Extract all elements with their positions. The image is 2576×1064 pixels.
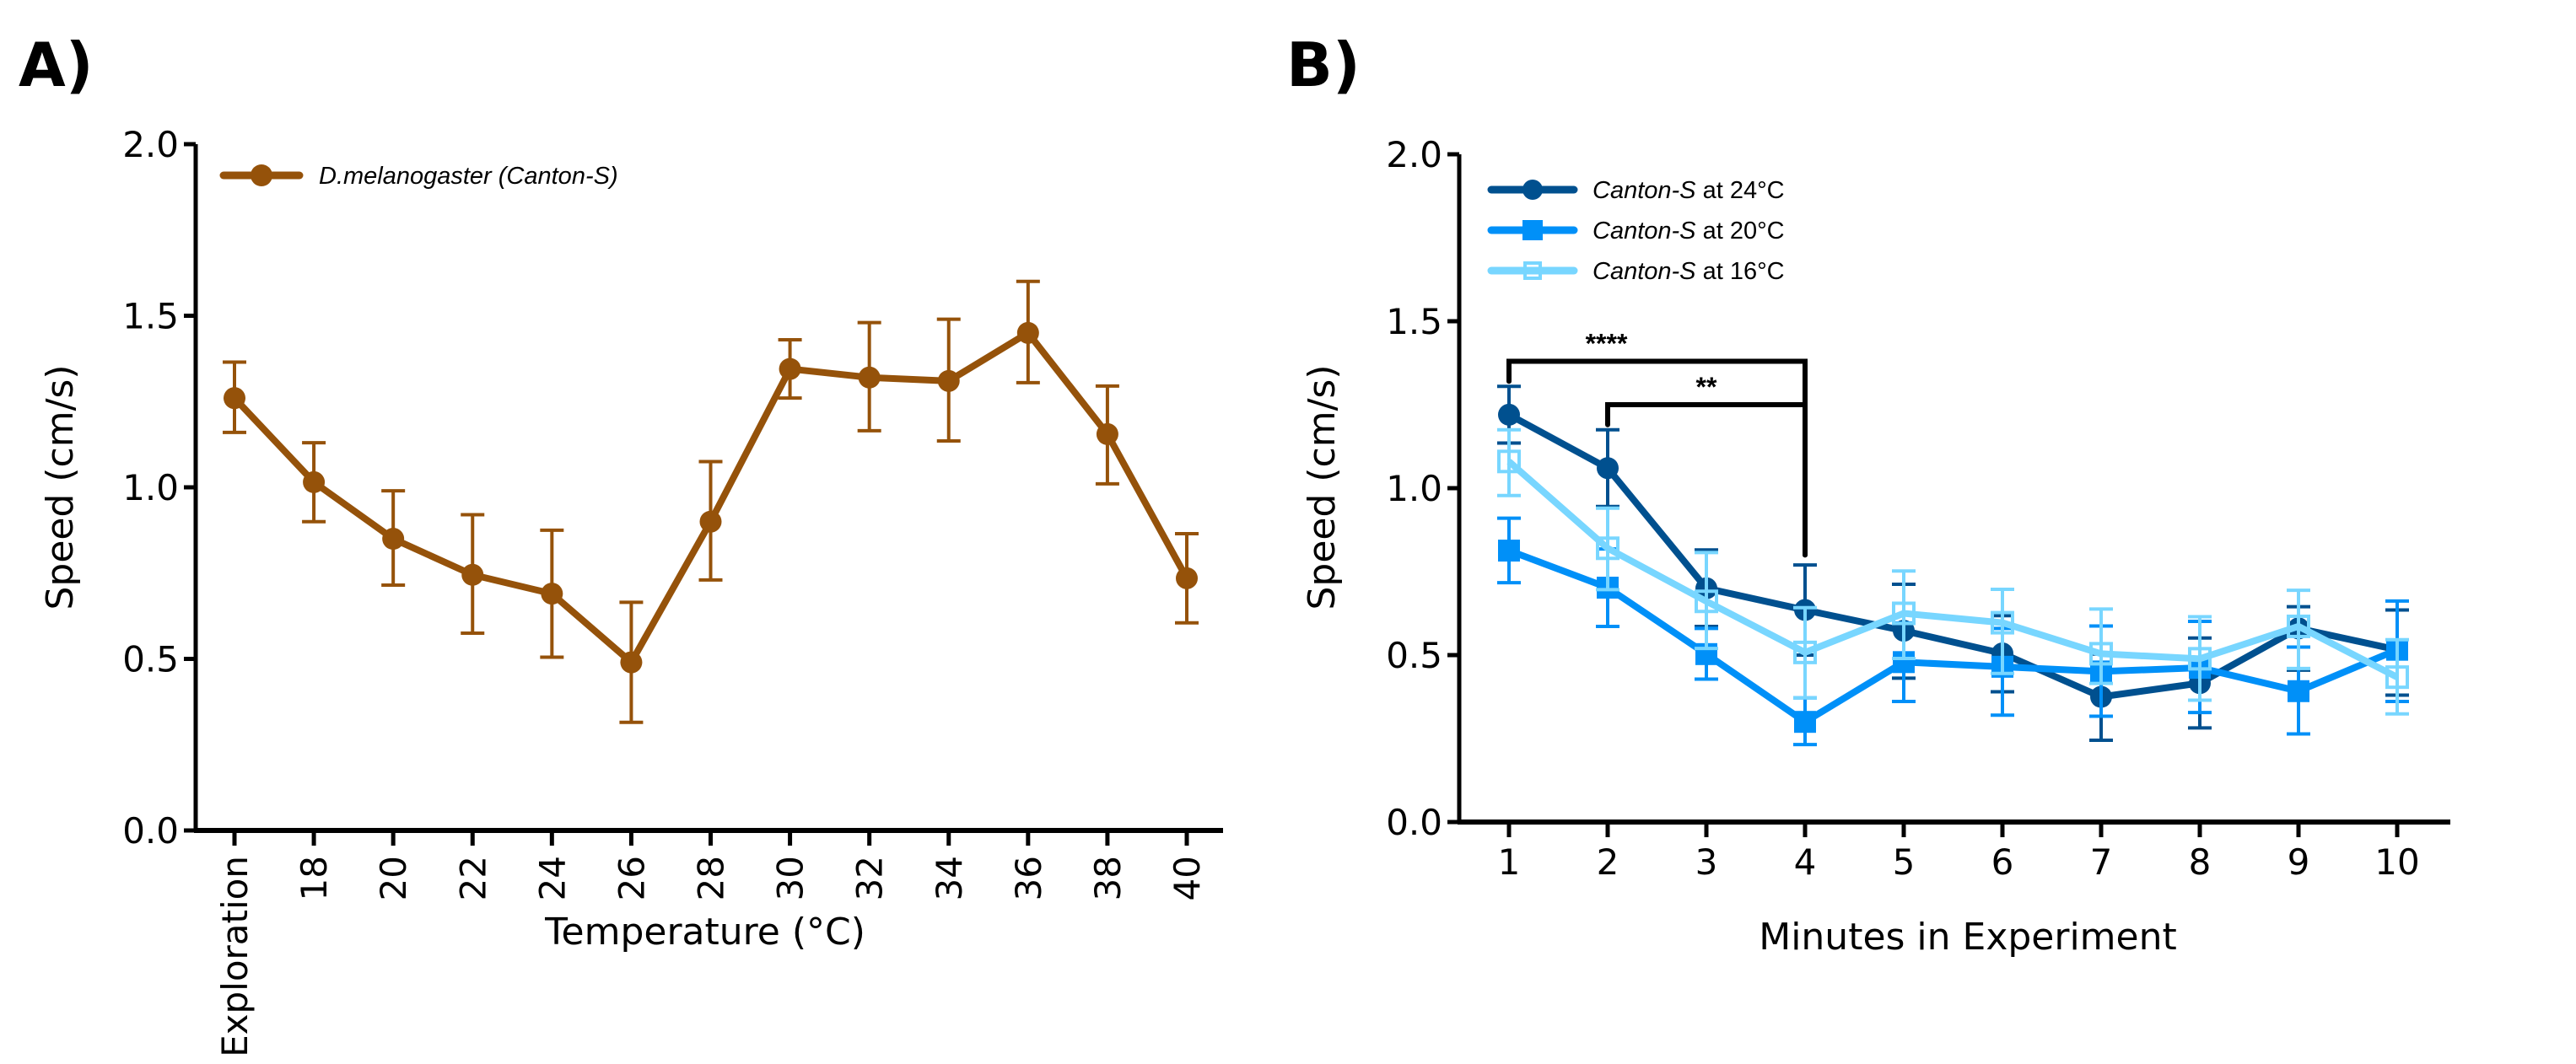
panel-a-data-point	[1176, 567, 1198, 589]
panel-a-legend: D.melanogaster (Canton-S)	[219, 163, 618, 190]
panel-b-x-tick-label: 7	[2090, 841, 2113, 883]
panel-b-data-point	[1794, 711, 1816, 734]
panel-a-data-point	[1096, 422, 1118, 445]
panel-a-data-point	[699, 510, 722, 533]
legend-label-italic: Canton-S	[1592, 218, 1696, 245]
panel-b-data-point	[1497, 449, 1521, 474]
panel-a-ylabel: Speed (cm/s)	[39, 364, 82, 610]
panel-a-x-tick-label: 26	[611, 856, 652, 900]
panel-b-data-point	[1793, 640, 1817, 664]
panel-b-y-tick-label: 1.0	[1386, 468, 1442, 509]
panel-b-data-point	[2288, 680, 2309, 702]
panel-b-series-2	[1497, 427, 2409, 716]
panel-a-x-tick-label: 36	[1008, 856, 1049, 900]
panel-b-letter: B)	[1286, 30, 1361, 100]
panel-a-x-tick-label: 24	[531, 856, 573, 900]
panel-b-data-point	[1597, 457, 1619, 480]
panel-b-y-tick-label: 0.5	[1386, 635, 1442, 676]
panel-a-y-tick-label: 1.5	[122, 296, 179, 337]
legend-marker-open-square	[1523, 261, 1542, 280]
legend-marker-circle	[1522, 180, 1543, 200]
panel-b-x-tick-label: 4	[1794, 841, 1817, 883]
legend-label: Canton-S at 24°C	[1592, 177, 1785, 204]
panel-a-x-tick-label: 32	[849, 856, 891, 900]
panel-a-x-tick-label: 40	[1167, 856, 1208, 900]
legend-label-rest: at 20°C	[1696, 218, 1785, 245]
legend-label-italic: Canton-S	[1592, 258, 1696, 285]
panel-b-data-point	[1498, 540, 1520, 562]
panel-a-y-tick-label: 0.0	[122, 810, 179, 852]
panel-a-series-0	[223, 279, 1199, 724]
panel-b-data-point	[1892, 601, 1916, 626]
panel-a-x-tick-label: 34	[929, 856, 970, 900]
panel-a-data-point	[461, 563, 484, 586]
legend-item-2: Canton-S at 16°C	[1487, 258, 1785, 285]
panel-a-data-point	[779, 357, 801, 380]
significance-bracket: ****	[1506, 329, 1808, 558]
panel-b-data-point	[1596, 536, 1619, 561]
panel-b-xlabel: Minutes in Experiment	[1759, 916, 2177, 959]
panel-a-x-tick-label: 28	[691, 856, 732, 900]
panel-a-data-point	[1016, 321, 1039, 344]
significance-label: **	[1696, 372, 1717, 402]
panel-a-x-tick-label: 38	[1087, 856, 1129, 900]
panel-b-ylabel: Speed (cm/s)	[1301, 364, 1344, 610]
panel-b-data-point	[2188, 647, 2212, 671]
legend-marker-square	[1522, 220, 1543, 240]
panel-a-data-point	[858, 366, 881, 389]
panel-a-data-point	[541, 583, 563, 605]
panel-b-data-point	[1991, 610, 2014, 635]
panel-b-data-point	[1498, 403, 1520, 426]
panel-a-x-tick-label: 18	[294, 856, 335, 900]
panel-a-data-point	[620, 651, 643, 674]
panel-b-series-line	[1507, 411, 2398, 701]
significance-label: ****	[1586, 329, 1628, 359]
panel-b-series-line	[1506, 459, 2399, 680]
legend-label-rest: at 16°C	[1696, 258, 1785, 285]
legend-label: Canton-S at 16°C	[1592, 258, 1785, 285]
panel-b-series-line	[1507, 547, 2399, 726]
legend-item-0: Canton-S at 24°C	[1487, 177, 1785, 204]
panel-b-data-point	[2385, 665, 2409, 690]
panel-a-data-point	[224, 387, 245, 410]
panel-b-x-tick-label: 6	[1991, 841, 2014, 883]
panel-a-xlabel: Temperature (°C)	[544, 911, 865, 954]
panel-b-x-tick-label: 3	[1695, 841, 1718, 883]
panel-b-y-tick-label: 2.0	[1386, 134, 1442, 175]
panel-b-data-point	[2287, 614, 2310, 638]
panel-a-data-point	[937, 369, 960, 392]
panel-b-data-point	[1695, 589, 1718, 614]
panel-a-data-point	[382, 528, 405, 551]
panel-b-x-tick-label: 2	[1597, 841, 1619, 883]
panel-b-series-1	[1497, 516, 2409, 747]
panel-b-y-tick-label: 1.5	[1386, 301, 1442, 342]
legend-label-italic: Canton-S	[1592, 177, 1696, 204]
panel-a-x-tick-label: 22	[452, 856, 493, 900]
legend-item-1: Canton-S at 20°C	[1487, 218, 1785, 245]
panel-a-data-point	[303, 470, 326, 493]
panel-b-x-tick-label: 5	[1893, 841, 1916, 883]
panel-b-chart: Speed (cm/s) Minutes in Experiment 0.0 0.…	[1301, 134, 2450, 959]
panel-a-y-tick-label: 1.0	[122, 467, 179, 508]
panel-a-letter: A)	[19, 30, 94, 100]
panel-b-data-point	[2089, 642, 2113, 666]
panel-b-x-tick-label: 10	[2374, 841, 2419, 883]
legend-marker-circle	[251, 164, 272, 186]
significance-bracket: **	[1605, 372, 1808, 558]
panel-b-x-tick-label: 9	[2288, 841, 2310, 883]
panel-b-y-tick-label: 0.0	[1386, 802, 1442, 843]
legend-label: D.melanogaster (Canton-S)	[319, 163, 618, 190]
legend-label-rest: at 24°C	[1696, 177, 1785, 204]
panel-a-x-tick-label: 20	[373, 856, 414, 900]
panel-a-y-tick-label: 2.0	[122, 124, 179, 165]
panel-b-x-tick-label: 1	[1498, 841, 1521, 883]
panel-a-x-tick-label: Exploration	[214, 856, 256, 1057]
panel-a-x-tick-label: 30	[770, 856, 811, 900]
panel-b-x-tick-label: 8	[2189, 841, 2212, 883]
panel-a-y-tick-label: 0.5	[122, 639, 179, 680]
panel-a-chart: Speed (cm/s) Temperature (°C) 0.0 0.5 1.0 1…	[39, 124, 1223, 1057]
legend-label: Canton-S at 20°C	[1592, 218, 1785, 245]
